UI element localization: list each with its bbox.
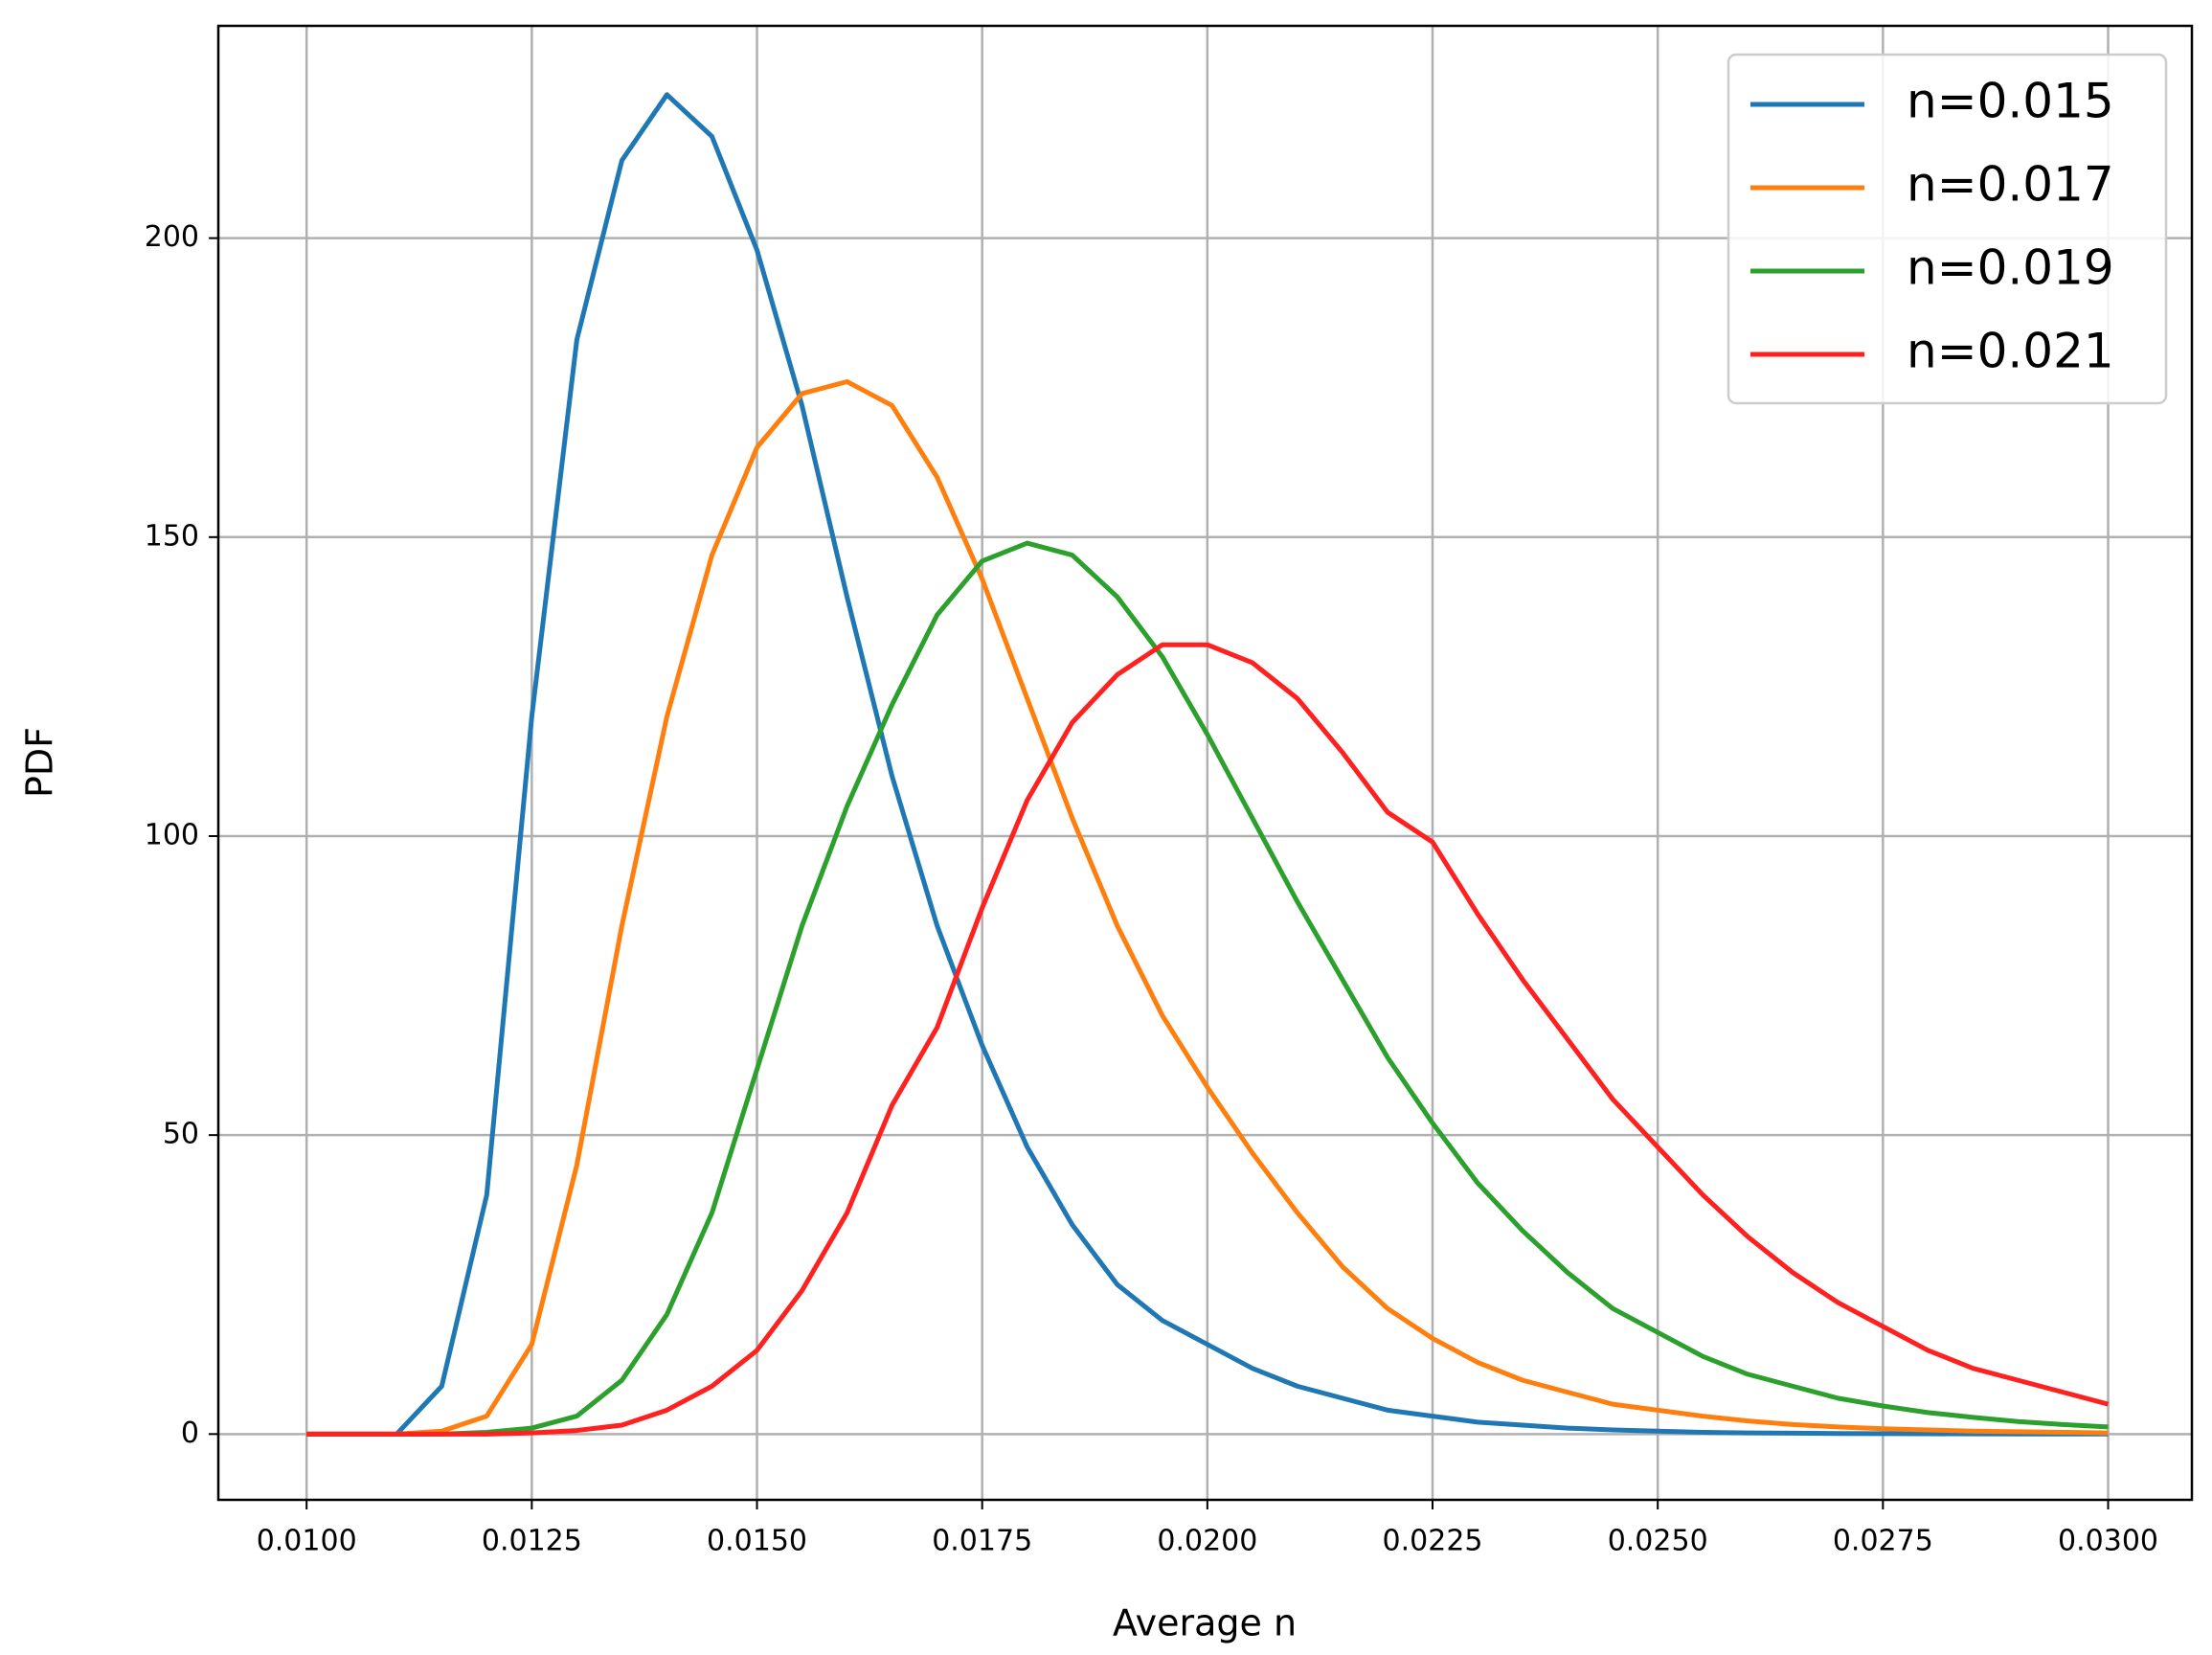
legend-label: n=0.021 <box>1907 324 2114 379</box>
x-tick-label: 0.0100 <box>257 1525 357 1558</box>
y-tick-label: 0 <box>181 1417 199 1450</box>
legend: n=0.015 n=0.017 n=0.019 n=0.021 <box>1727 53 2168 405</box>
x-tick-label: 0.0200 <box>1157 1525 1257 1558</box>
x-tick-label: 0.0300 <box>2058 1525 2158 1558</box>
y-axis-label: PDF <box>19 727 61 798</box>
y-tick-label: 50 <box>163 1118 199 1151</box>
y-tick-label: 100 <box>145 818 199 851</box>
x-tick-label: 0.0125 <box>482 1525 582 1558</box>
x-tick-label: 0.0150 <box>707 1525 807 1558</box>
x-tick-label: 0.0275 <box>1833 1525 1933 1558</box>
legend-label: n=0.017 <box>1907 157 2114 213</box>
x-tick-label: 0.0175 <box>932 1525 1032 1558</box>
legend-label: n=0.019 <box>1907 240 2114 296</box>
y-tick-label: 150 <box>145 519 199 553</box>
legend-box <box>1727 53 2168 405</box>
y-tick-label: 200 <box>145 220 199 254</box>
legend-label: n=0.015 <box>1907 74 2114 129</box>
series-line <box>306 540 2109 1437</box>
series-line <box>306 378 2109 1437</box>
x-axis-label: Average n <box>1113 1602 1297 1644</box>
x-tick-label: 0.0250 <box>1608 1525 1708 1558</box>
plot-frame <box>216 24 2194 1502</box>
x-tick-label: 0.0225 <box>1383 1525 1483 1558</box>
series-line <box>306 642 2110 1437</box>
series-line <box>306 92 2109 1437</box>
